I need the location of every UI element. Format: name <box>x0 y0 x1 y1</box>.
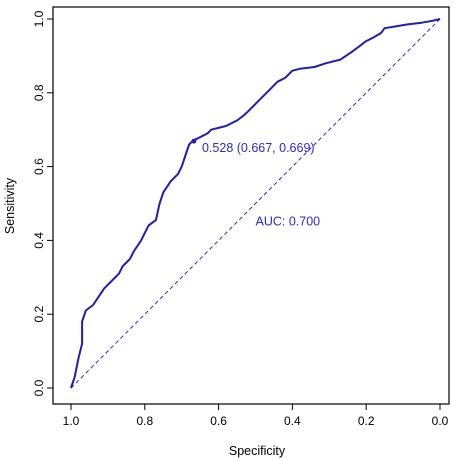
plot-frame <box>52 6 450 405</box>
x-axis-title: Specificity <box>229 444 286 458</box>
x-tick-label: 0.6 <box>210 414 227 428</box>
y-axis: 0.0 0.2 0.4 0.6 0.8 1.0 <box>32 10 53 396</box>
curve-layer <box>70 18 441 389</box>
x-tick-label: 1.0 <box>63 414 80 428</box>
threshold-marker <box>191 138 197 144</box>
y-tick-label: 0.6 <box>32 158 46 175</box>
x-tick-label: 0.8 <box>136 414 153 428</box>
y-tick-label: 1.0 <box>32 10 46 27</box>
roc-curve-line-1 <box>70 18 441 389</box>
x-tick-label: 0.2 <box>358 414 375 428</box>
annotation-1: 0.528 (0.667, 0.669) <box>202 141 315 155</box>
marker-layer <box>191 138 197 144</box>
reference-layer <box>70 18 441 389</box>
y-tick-label: 0.4 <box>32 232 46 249</box>
y-tick-label: 0.8 <box>32 84 46 101</box>
y-tick-label: 0.2 <box>32 306 46 323</box>
x-tick-label: 0.4 <box>284 414 301 428</box>
y-axis-title: Sensitivity <box>3 177 17 234</box>
x-axis: 1.0 0.8 0.6 0.4 0.2 0.0 <box>63 404 449 428</box>
annotation-2: AUC: 0.700 <box>256 215 321 229</box>
y-tick-label: 0.0 <box>32 379 46 396</box>
annotation-layer: 0.528 (0.667, 0.669) AUC: 0.700 <box>202 141 320 229</box>
x-tick-label: 0.0 <box>432 414 449 428</box>
reference-diagonal-line <box>70 18 441 389</box>
